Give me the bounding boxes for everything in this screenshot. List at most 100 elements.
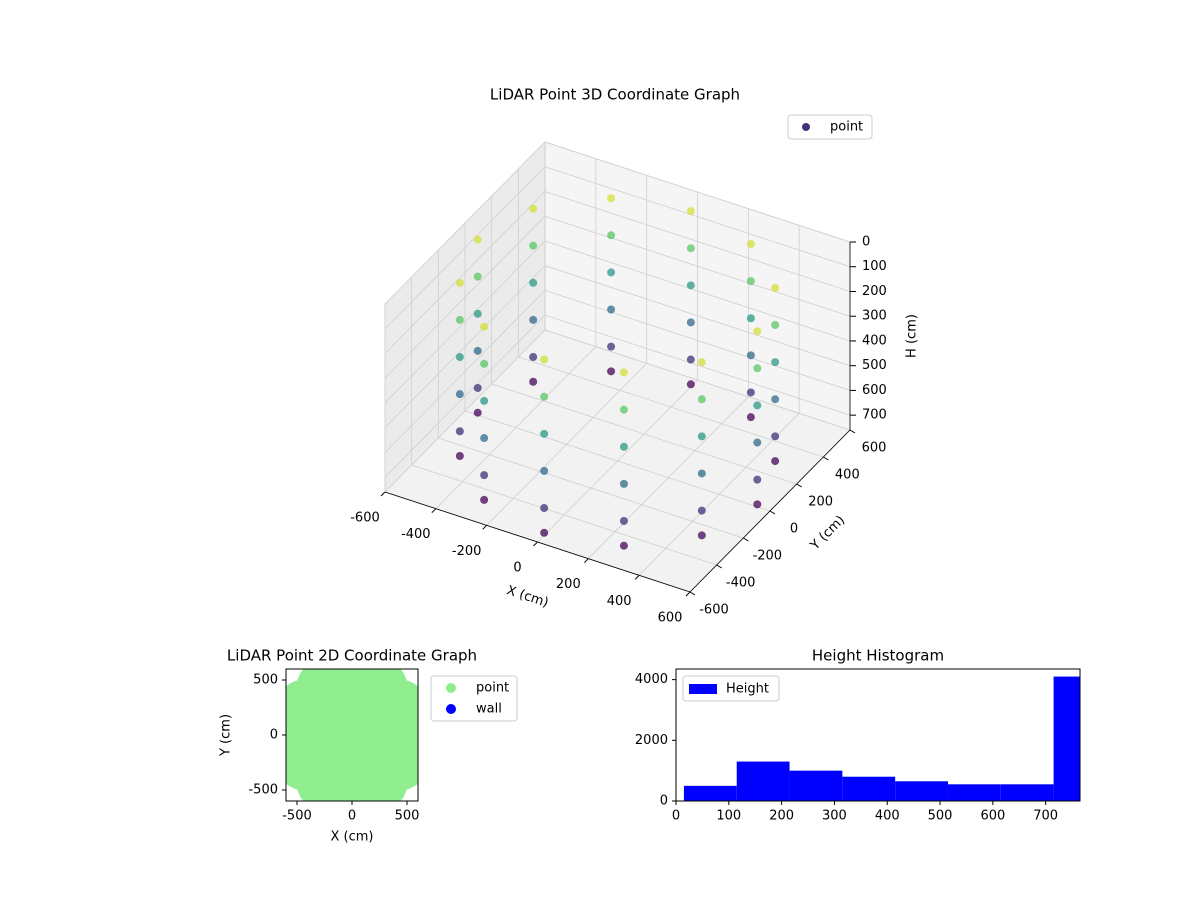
z-tick-label: 0 — [862, 235, 870, 250]
grid-line — [384, 141, 546, 305]
z-tick-label: 400 — [862, 333, 887, 348]
point — [473, 272, 482, 281]
grid-line — [384, 240, 546, 404]
bar — [789, 770, 843, 801]
z-tick-label: 600 — [862, 383, 887, 398]
point — [529, 204, 538, 213]
point — [771, 321, 780, 330]
point — [771, 358, 780, 367]
z-tick-label: 300 — [862, 309, 887, 324]
x-tick-label: 0 — [672, 809, 680, 824]
point — [619, 442, 628, 451]
point — [480, 359, 489, 368]
point — [540, 504, 549, 513]
grid-line — [544, 265, 851, 367]
point — [473, 235, 482, 244]
point — [686, 355, 695, 364]
z-axis-label: H (cm) — [905, 314, 920, 358]
point — [686, 380, 695, 389]
legend-label: wall — [476, 702, 502, 717]
tick-mark — [634, 574, 640, 580]
bar — [683, 785, 737, 801]
plot-area — [286, 669, 418, 801]
point — [540, 466, 549, 475]
x-tick-label: -500 — [282, 809, 312, 824]
point — [746, 277, 755, 286]
tick-mark — [849, 429, 856, 434]
z-tick-label: 100 — [862, 259, 887, 274]
legend-label: Height — [726, 682, 769, 697]
chart-title: LiDAR Point 3D Coordinate Graph — [490, 86, 740, 104]
legend-box — [787, 114, 873, 140]
point — [753, 364, 762, 373]
point — [529, 377, 538, 386]
point — [697, 506, 706, 515]
axis-line — [689, 429, 851, 593]
point — [619, 516, 628, 525]
axis-line — [384, 491, 691, 593]
grid-line — [544, 141, 851, 243]
y-tick-label: 200 — [808, 495, 833, 510]
point — [529, 315, 538, 324]
point — [619, 368, 628, 377]
tick-mark — [743, 537, 749, 542]
grid-line — [384, 314, 546, 478]
point — [455, 278, 464, 287]
grid-line — [544, 191, 851, 292]
point — [619, 541, 628, 550]
legend-label: point — [830, 120, 863, 135]
x-tick-label: 200 — [769, 809, 794, 824]
point — [746, 388, 755, 397]
x-tick-label: 400 — [875, 809, 900, 824]
y-tick-label: -600 — [699, 603, 729, 618]
z-tick-label: 700 — [862, 408, 887, 423]
point — [771, 432, 780, 441]
point — [753, 327, 762, 336]
point — [697, 432, 706, 441]
y-tick-label: -400 — [726, 576, 756, 591]
tick-mark — [796, 483, 802, 488]
point — [746, 413, 755, 422]
point — [480, 396, 489, 405]
y-tick-label: 0 — [660, 794, 668, 809]
chart-title: Height Histogram — [812, 647, 944, 665]
tick-mark — [533, 541, 538, 547]
x-tick-label: 200 — [556, 577, 581, 592]
grid-line — [438, 437, 744, 539]
point — [607, 305, 616, 314]
point — [686, 318, 695, 327]
point — [697, 531, 706, 540]
grid-line — [544, 166, 851, 268]
point — [529, 352, 538, 361]
bar — [842, 776, 896, 801]
x-tick-label: 500 — [395, 809, 420, 824]
point — [753, 500, 762, 509]
point — [753, 401, 762, 410]
point — [607, 367, 616, 376]
x-tick-label: 600 — [980, 809, 1005, 824]
grid-line — [518, 356, 824, 458]
point — [529, 278, 538, 287]
x-axis-label: X (cm) — [331, 830, 374, 845]
grid-line — [544, 329, 851, 431]
point — [540, 392, 549, 401]
tick-mark — [380, 491, 386, 497]
y-tick-label: 600 — [862, 441, 887, 456]
point — [480, 495, 489, 504]
point — [455, 315, 464, 324]
bar — [947, 784, 1001, 801]
y-tick-label: 2000 — [635, 733, 668, 748]
tick-mark — [823, 456, 829, 461]
y-tick-label: 400 — [835, 468, 860, 483]
x-tick-label: 0 — [513, 561, 521, 576]
grid-line — [384, 290, 546, 453]
y-tick-label: 0 — [790, 522, 798, 537]
tick-mark — [685, 591, 691, 597]
point — [540, 429, 549, 438]
y-tick-label: 500 — [253, 673, 278, 688]
point — [473, 408, 482, 417]
point — [324, 707, 380, 763]
grid-line — [384, 265, 546, 428]
x-tick-label: 400 — [607, 594, 632, 609]
